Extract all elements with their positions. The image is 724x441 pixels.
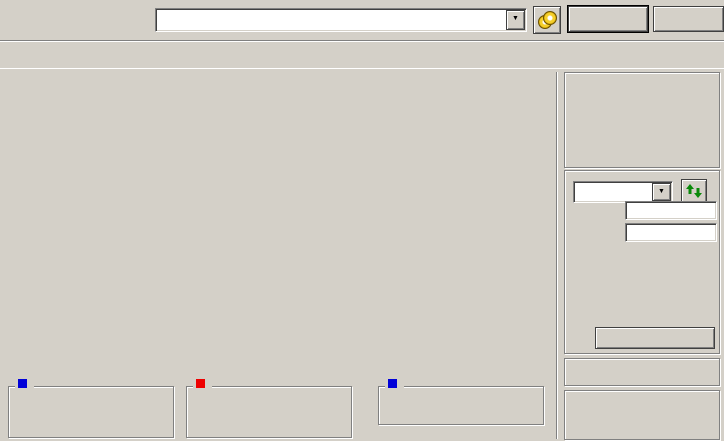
disc-info-group bbox=[564, 72, 720, 168]
drive-selector-dropdown-button[interactable]: ▼ bbox=[506, 10, 525, 30]
disc-info-button[interactable] bbox=[533, 6, 561, 34]
scan-speed-dropdown-button[interactable]: ▼ bbox=[652, 183, 671, 201]
panel-separator bbox=[556, 72, 558, 439]
progress-box bbox=[564, 390, 720, 440]
nero-cdspeed-logo bbox=[2, 0, 152, 40]
exit-button[interactable] bbox=[653, 6, 724, 32]
pi-errors-stats-group bbox=[8, 379, 174, 438]
disc-icon bbox=[543, 11, 557, 25]
pi-errors-legend-swatch bbox=[18, 379, 27, 388]
jitter-legend-swatch bbox=[388, 379, 397, 388]
toolbar-separator bbox=[0, 40, 724, 42]
end-position-field[interactable] bbox=[625, 223, 717, 242]
start-button[interactable] bbox=[568, 6, 648, 32]
drive-selector-combobox[interactable]: ▼ bbox=[155, 8, 527, 32]
pi-failures-stats-group bbox=[186, 379, 352, 438]
advanced-button[interactable] bbox=[595, 327, 715, 349]
settings-group: ▼ bbox=[564, 170, 720, 354]
refresh-arrows-icon bbox=[686, 184, 702, 198]
scan-speed-combobox[interactable]: ▼ bbox=[573, 181, 673, 203]
content-top-edge bbox=[0, 68, 724, 69]
pi-failures-legend-swatch bbox=[196, 379, 205, 388]
jitter-stats-group bbox=[378, 379, 544, 425]
quality-score-box bbox=[564, 358, 720, 386]
refresh-button[interactable] bbox=[681, 179, 707, 205]
start-position-field[interactable] bbox=[625, 201, 717, 220]
